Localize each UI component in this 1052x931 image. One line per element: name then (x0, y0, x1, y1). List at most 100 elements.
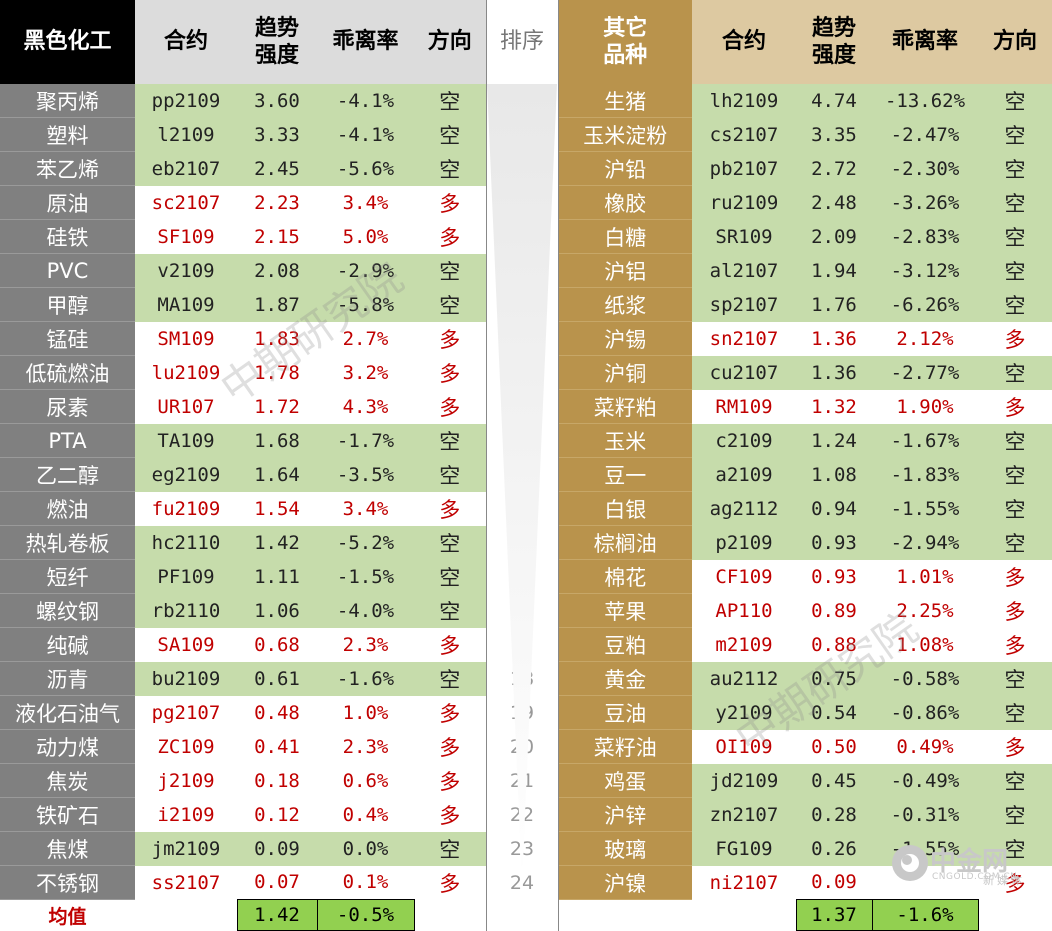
right-contract: a2109 (692, 457, 796, 492)
left-direction: 空 (414, 525, 487, 560)
table-row: 焦炭 j2109 0.18 0.6% 多 21 鸡蛋 jd2109 0.45 -0.49% 空 (0, 763, 1052, 798)
right-product-name: 玻璃 (558, 831, 692, 866)
left-contract: eg2109 (135, 457, 237, 492)
right-deviation: 0.49% (872, 729, 978, 764)
right-contract: OI109 (692, 729, 796, 764)
rank-number: 18 (486, 661, 559, 696)
left-product-name: 燃油 (0, 491, 135, 526)
right-deviation: -13.62% (872, 84, 978, 118)
left-trend-strength: 2.15 (237, 219, 317, 254)
left-deviation: -5.8% (317, 287, 414, 322)
left-product-name: 液化石油气 (0, 695, 135, 730)
left-direction: 空 (414, 423, 487, 458)
average-trend-right: 1.37 (795, 899, 873, 931)
right-deviation: 1.08% (872, 627, 978, 662)
direction-header-right: 方向 (978, 0, 1052, 84)
left-product-name: 动力煤 (0, 729, 135, 764)
left-trend-strength: 1.54 (237, 491, 317, 526)
right-deviation: -2.47% (872, 117, 978, 152)
right-contract: RM109 (692, 389, 796, 424)
left-contract: jm2109 (135, 831, 237, 866)
left-direction: 多 (414, 219, 487, 254)
right-product-name: 豆油 (558, 695, 692, 730)
left-trend-strength: 1.11 (237, 559, 317, 594)
average-spacer (692, 900, 796, 931)
right-direction: 多 (978, 729, 1052, 764)
trend-strength-header-right: 趋势 强度 (796, 0, 872, 84)
right-contract: c2109 (692, 423, 796, 458)
right-contract: CF109 (692, 559, 796, 594)
left-contract: SM109 (135, 321, 237, 356)
rank-number: 10 (486, 389, 559, 424)
left-deviation: 0.6% (317, 763, 414, 798)
left-direction: 空 (414, 253, 487, 288)
right-contract: al2107 (692, 253, 796, 288)
header-row: 黑色化工 合约 趋势 强度 乖离率 方向 排序 其它 品种 合约 趋势 强度 乖离率 … (0, 0, 1052, 84)
left-contract: pp2109 (135, 84, 237, 118)
table-row: 不锈钢 ss2107 0.07 0.1% 多 24 沪镍 ni2107 0.09 多 (0, 865, 1052, 900)
right-trend-strength: 0.89 (796, 593, 872, 628)
average-spacer (486, 899, 559, 931)
table-row: 纯碱 SA109 0.68 2.3% 多 17 豆粕 m2109 0.88 1.08% 多 (0, 627, 1052, 662)
left-trend-strength: 0.68 (237, 627, 317, 662)
left-group-header: 黑色化工 (0, 0, 135, 84)
right-contract: m2109 (692, 627, 796, 662)
table-row: PVC v2109 2.08 -2.9% 空 6 沪铝 al2107 1.94 -3.12% 空 (0, 253, 1052, 288)
left-product-name: 原油 (0, 185, 135, 220)
left-direction: 多 (414, 321, 487, 356)
rank-number: 23 (486, 831, 559, 866)
rank-number: 22 (486, 797, 559, 832)
table-row: 热轧卷板 hc2110 1.42 -5.2% 空 14 棕榈油 p2109 0.93 -2.94%… (0, 525, 1052, 560)
left-deviation: 0.4% (317, 797, 414, 832)
left-direction: 空 (414, 84, 487, 118)
right-deviation: -0.58% (872, 661, 978, 696)
right-deviation: -2.83% (872, 219, 978, 254)
right-direction: 空 (978, 84, 1052, 118)
left-product-name: 尿素 (0, 389, 135, 424)
left-deviation: -4.0% (317, 593, 414, 628)
right-product-name: 棉花 (558, 559, 692, 594)
average-spacer (978, 900, 1052, 931)
right-direction: 空 (978, 695, 1052, 730)
left-direction: 空 (414, 287, 487, 322)
average-spacer (135, 900, 237, 931)
left-direction: 多 (414, 185, 487, 220)
left-product-name: 乙二醇 (0, 457, 135, 492)
right-trend-strength: 0.50 (796, 729, 872, 764)
right-direction: 多 (978, 593, 1052, 628)
left-trend-strength: 1.06 (237, 593, 317, 628)
right-contract: lh2109 (692, 84, 796, 118)
left-contract: l2109 (135, 117, 237, 152)
right-contract: zn2107 (692, 797, 796, 832)
right-trend-strength: 4.74 (796, 84, 872, 118)
right-deviation: -1.55% (872, 491, 978, 526)
right-deviation (872, 865, 978, 900)
right-direction: 空 (978, 763, 1052, 798)
right-trend-strength: 0.28 (796, 797, 872, 832)
right-product-name: 白糖 (558, 219, 692, 254)
left-direction: 多 (414, 763, 487, 798)
table-row: 尿素 UR107 1.72 4.3% 多 10 菜籽粕 RM109 1.32 1.90% 多 (0, 389, 1052, 424)
right-direction: 空 (978, 151, 1052, 186)
right-contract: ag2112 (692, 491, 796, 526)
left-contract: pg2107 (135, 695, 237, 730)
right-trend-strength: 0.93 (796, 525, 872, 560)
left-trend-strength: 0.48 (237, 695, 317, 730)
left-deviation: -5.2% (317, 525, 414, 560)
right-trend-strength: 2.48 (796, 185, 872, 220)
right-deviation: -3.26% (872, 185, 978, 220)
rank-number: 11 (486, 423, 559, 458)
right-direction: 多 (978, 865, 1052, 900)
left-trend-strength: 2.08 (237, 253, 317, 288)
left-trend-strength: 0.07 (237, 865, 317, 900)
right-direction: 空 (978, 219, 1052, 254)
left-deviation: 2.3% (317, 729, 414, 764)
right-contract: ni2107 (692, 865, 796, 900)
right-deviation: -0.31% (872, 797, 978, 832)
left-deviation: -3.5% (317, 457, 414, 492)
left-trend-strength: 1.83 (237, 321, 317, 356)
rank-number: 13 (486, 491, 559, 526)
right-product-name: 苹果 (558, 593, 692, 628)
left-trend-strength: 2.45 (237, 151, 317, 186)
left-contract: v2109 (135, 253, 237, 288)
